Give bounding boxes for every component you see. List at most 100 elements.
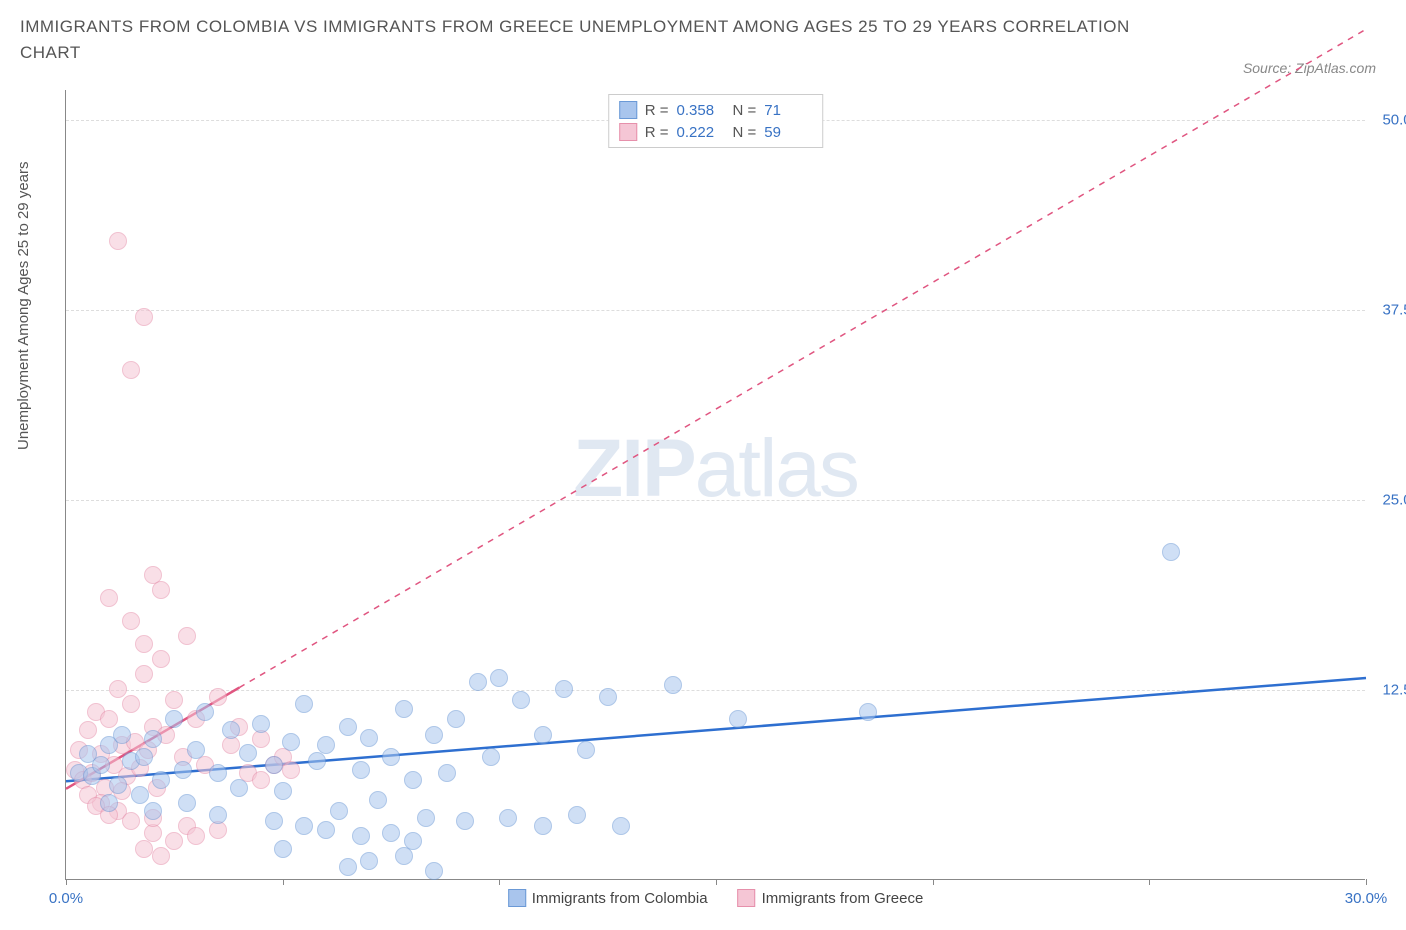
scatter-point [274,782,292,800]
scatter-point [122,612,140,630]
legend-label-greece: Immigrants from Greece [762,890,924,907]
scatter-point [555,680,573,698]
watermark: ZIPatlas [573,422,858,516]
r-label: R = [645,102,669,119]
scatter-point [152,581,170,599]
y-tick-label: 25.0% [1382,492,1406,509]
scatter-point [152,650,170,668]
scatter-point [178,627,196,645]
x-tick [499,879,500,885]
scatter-point [135,840,153,858]
x-tick-label: 30.0% [1345,890,1388,907]
scatter-point [447,710,465,728]
scatter-point [404,771,422,789]
scatter-point [265,756,283,774]
plot-area: ZIPatlas 12.5%25.0%37.5%50.0% 0.0%30.0% … [65,90,1365,880]
n-label: N = [733,124,757,141]
scatter-point [122,695,140,713]
r-value-colombia: 0.358 [677,102,725,119]
y-tick-label: 50.0% [1382,112,1406,129]
scatter-point [109,776,127,794]
scatter-point [122,812,140,830]
scatter-point [144,802,162,820]
scatter-point [295,695,313,713]
trend-lines [66,90,1365,879]
scatter-point [282,733,300,751]
scatter-point [490,669,508,687]
scatter-point [113,726,131,744]
scatter-point [152,771,170,789]
n-label: N = [733,102,757,119]
n-value-colombia: 71 [764,102,812,119]
scatter-point [339,718,357,736]
scatter-point [252,771,270,789]
scatter-point [196,703,214,721]
scatter-point [425,726,443,744]
scatter-point [165,691,183,709]
x-tick [66,879,67,885]
legend-item-colombia: Immigrants from Colombia [508,889,708,907]
scatter-point [1162,543,1180,561]
gridline [66,690,1365,691]
scatter-point [178,794,196,812]
scatter-point [612,817,630,835]
scatter-point [456,812,474,830]
scatter-point [339,858,357,876]
scatter-point [144,730,162,748]
gridline [66,310,1365,311]
scatter-point [100,710,118,728]
legend-label-colombia: Immigrants from Colombia [532,890,708,907]
series-legend: Immigrants from Colombia Immigrants from… [508,889,924,907]
scatter-point [330,802,348,820]
scatter-point [135,308,153,326]
scatter-point [79,721,97,739]
scatter-point [100,794,118,812]
scatter-point [382,824,400,842]
scatter-point [165,710,183,728]
scatter-point [174,761,192,779]
legend-item-greece: Immigrants from Greece [738,889,924,907]
scatter-point [482,748,500,766]
x-tick [933,879,934,885]
x-tick [1366,879,1367,885]
scatter-point [187,827,205,845]
scatter-point [152,847,170,865]
scatter-point [352,761,370,779]
scatter-point [135,635,153,653]
scatter-point [252,715,270,733]
scatter-point [512,691,530,709]
scatter-point [360,729,378,747]
scatter-point [395,847,413,865]
scatter-point [382,748,400,766]
scatter-point [92,756,110,774]
scatter-point [265,812,283,830]
scatter-point [395,700,413,718]
scatter-point [317,821,335,839]
scatter-point [352,827,370,845]
scatter-point [100,589,118,607]
scatter-point [209,688,227,706]
source-attribution: Source: ZipAtlas.com [1243,60,1376,76]
gridline [66,500,1365,501]
x-tick [283,879,284,885]
y-tick-label: 37.5% [1382,302,1406,319]
scatter-point [534,726,552,744]
scatter-point [577,741,595,759]
legend-row-greece: R = 0.222 N = 59 [619,121,813,143]
scatter-point [274,840,292,858]
scatter-point [109,232,127,250]
scatter-point [469,673,487,691]
scatter-point [360,852,378,870]
scatter-point [317,736,335,754]
scatter-point [239,744,257,762]
scatter-point [122,361,140,379]
scatter-point [438,764,456,782]
y-axis-label: Unemployment Among Ages 25 to 29 years [15,161,32,450]
scatter-point [282,761,300,779]
n-value-greece: 59 [764,124,812,141]
r-value-greece: 0.222 [677,124,725,141]
scatter-point [165,832,183,850]
scatter-point [230,779,248,797]
scatter-point [534,817,552,835]
scatter-point [135,665,153,683]
